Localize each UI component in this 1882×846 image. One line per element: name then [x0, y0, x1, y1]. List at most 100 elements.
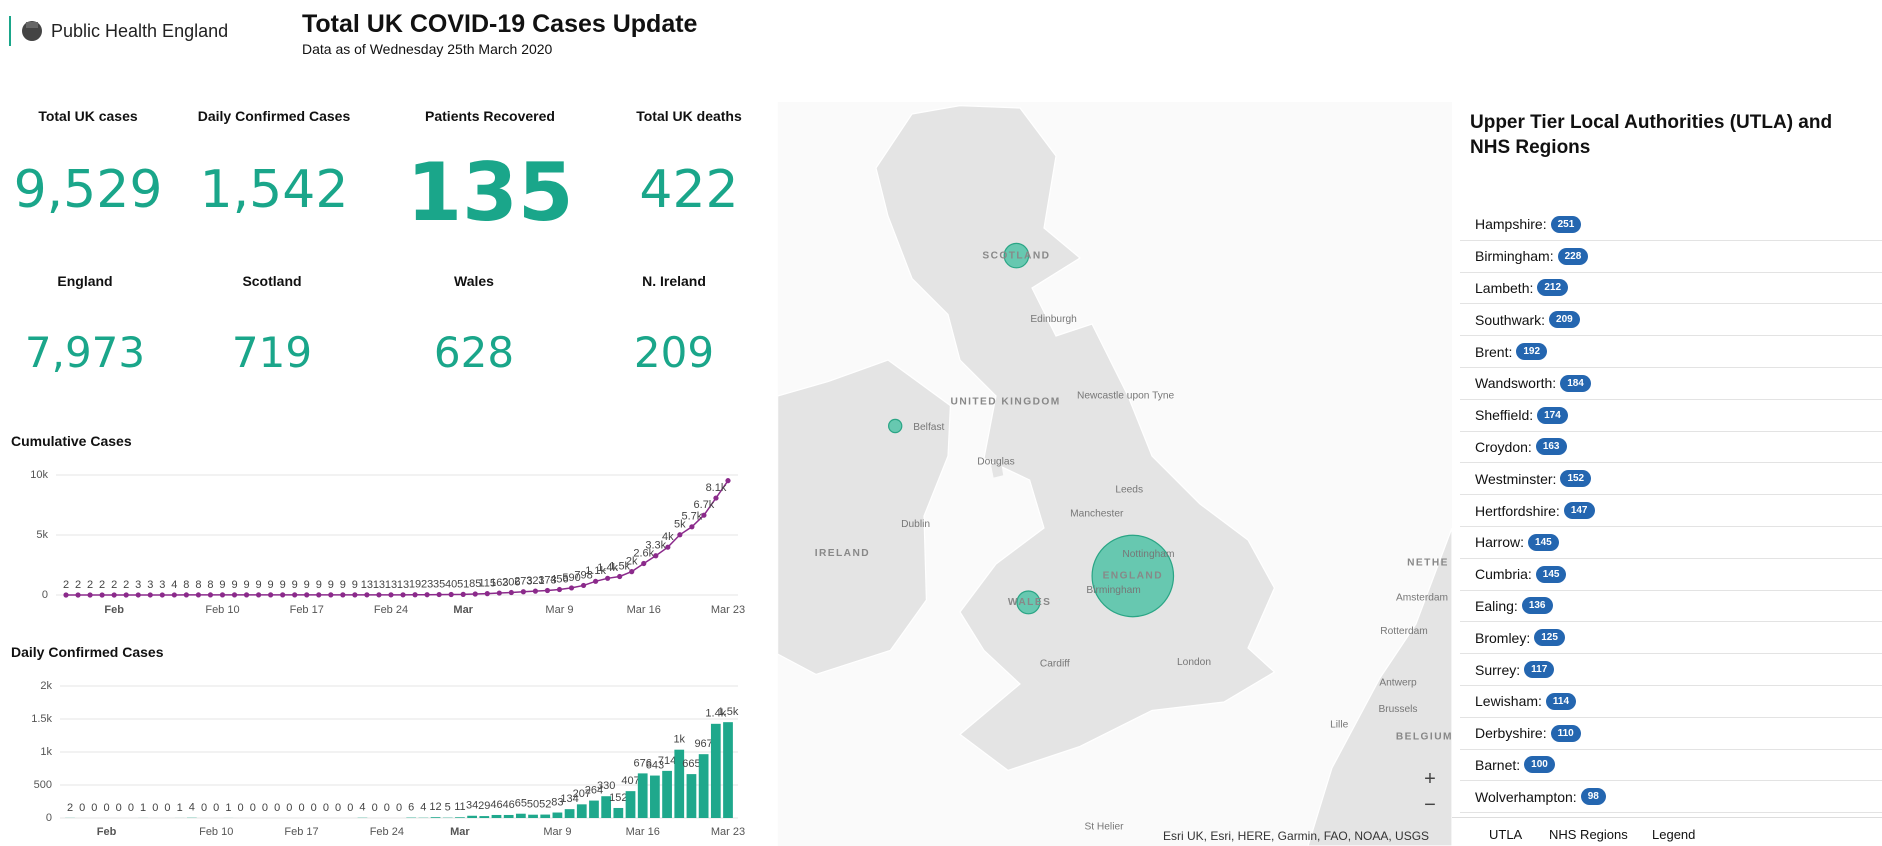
utla-row[interactable]: Southwark: 209	[1460, 304, 1882, 337]
utla-row[interactable]: Bromley: 125	[1460, 622, 1882, 655]
utla-name: Bromley:	[1475, 629, 1531, 646]
value-label: 50	[527, 799, 539, 811]
value-label: 2k	[626, 556, 638, 568]
value-label: 115	[478, 578, 496, 590]
utla-row[interactable]: Cumbria: 145	[1460, 559, 1882, 591]
map-attribution: Esri UK, Esri, HERE, Garmin, FAO, NOAA, …	[1163, 829, 1430, 843]
bar	[564, 809, 575, 818]
y-tick-label: 0	[46, 812, 52, 824]
org-name: Public Health England	[51, 21, 229, 41]
utla-count: 100	[1524, 756, 1555, 774]
point	[713, 495, 719, 501]
value-label: 163	[490, 577, 508, 589]
x-tick-label: Feb 17	[290, 604, 324, 616]
value-label: 9	[231, 579, 237, 591]
map-label: Cardiff	[1040, 658, 1070, 669]
chart-title: Cumulative Cases	[11, 433, 132, 449]
tab[interactable]: UTLA	[1489, 827, 1523, 842]
utla-row[interactable]: Brent: 192	[1460, 336, 1882, 368]
point	[424, 592, 430, 598]
y-tick-label: 500	[34, 779, 52, 791]
value-label: 0	[91, 802, 97, 814]
value-label: 9	[292, 579, 298, 591]
point	[376, 592, 382, 598]
value-label: 6.7k	[694, 499, 715, 511]
utla-row[interactable]: Wolverhampton: 98	[1460, 781, 1882, 814]
utla-count: 209	[1549, 311, 1580, 329]
x-tick-label: Mar 16	[626, 826, 660, 838]
utla-name: Hampshire:	[1475, 216, 1547, 233]
bar	[467, 815, 477, 818]
value-label: 29	[478, 800, 490, 812]
utla-row[interactable]: Lewisham: 114	[1460, 686, 1882, 718]
utla-count: 192	[1516, 343, 1548, 361]
kpi-label: Total UK cases	[38, 108, 138, 124]
land-ireland	[777, 359, 952, 676]
point	[292, 592, 298, 598]
x-tick-label: Mar 16	[627, 604, 661, 616]
point	[556, 586, 563, 593]
tab[interactable]: NHS Regions	[1549, 827, 1628, 842]
utla-count: 147	[1563, 502, 1595, 520]
point	[255, 592, 262, 598]
utla-row[interactable]: Derbyshire: 110	[1460, 718, 1882, 750]
value-label: 85	[469, 578, 481, 590]
map-label: London	[1177, 657, 1211, 668]
point	[617, 573, 623, 580]
zoom-controls[interactable]: + −	[1424, 768, 1436, 816]
utla-row[interactable]: Hampshire: 251	[1460, 209, 1882, 241]
utla-count: 251	[1550, 215, 1582, 233]
value-label: 13	[397, 579, 409, 591]
kpi-value: 135	[406, 146, 574, 239]
utla-row[interactable]: Westminster: 152	[1460, 463, 1882, 496]
value-label: 207	[573, 788, 591, 800]
utla-row[interactable]: Lambeth: 212	[1460, 273, 1882, 305]
utla-row[interactable]: Croydon: 163	[1460, 432, 1882, 464]
utla-row[interactable]: Surrey: 117	[1460, 654, 1882, 686]
utla-name: Westminster:	[1475, 470, 1557, 487]
value-label: 0	[238, 802, 244, 814]
value-label: 1.4k	[597, 562, 618, 574]
region-bubble	[888, 418, 903, 434]
value-label: 8	[183, 579, 189, 591]
point	[243, 592, 250, 598]
bar	[540, 814, 551, 818]
utla-row[interactable]: Birmingham: 228	[1460, 241, 1882, 273]
region-label: Scotland	[242, 273, 302, 289]
y-tick-label: 0	[42, 589, 48, 601]
point	[268, 592, 274, 598]
map-label: Nottingham	[1122, 549, 1174, 560]
value-label: 134	[560, 793, 578, 805]
utla-row[interactable]: Ealing: 136	[1460, 591, 1882, 623]
value-label: 8	[207, 579, 213, 591]
point	[436, 591, 442, 598]
utla-row[interactable]: Wandsworth: 184	[1460, 368, 1882, 400]
bar	[650, 775, 660, 818]
utla-row[interactable]: Sheffield: 174	[1460, 400, 1882, 432]
utla-row[interactable]: Hertfordshire: 147	[1460, 495, 1882, 527]
value-label: 798	[574, 569, 592, 581]
x-tick-label: Mar 23	[711, 604, 745, 616]
value-label: 665	[682, 758, 700, 770]
utla-count: 125	[1534, 629, 1565, 647]
utla-name: Barnet:	[1475, 756, 1521, 773]
bar	[576, 804, 587, 818]
bar	[637, 773, 648, 818]
value-label: 9	[280, 579, 286, 591]
point	[605, 575, 611, 581]
utla-count: 110	[1550, 724, 1581, 742]
point	[593, 578, 599, 584]
utla-row[interactable]: Barnet: 100	[1460, 750, 1882, 782]
value-label: 643	[646, 759, 664, 771]
value-label: 373	[538, 574, 556, 586]
crest-icon	[22, 21, 42, 41]
region-label: England	[57, 273, 113, 289]
value-label: 321	[526, 575, 544, 587]
utla-name: Birmingham:	[1475, 248, 1554, 265]
x-tick-label: Feb 10	[199, 826, 233, 838]
map-label: Rotterdam	[1380, 626, 1428, 637]
utla-row[interactable]: Harrow: 145	[1460, 527, 1882, 559]
value-label: 1.5k	[609, 560, 630, 572]
tab[interactable]: Legend	[1652, 827, 1696, 842]
kpi-label: Daily Confirmed Cases	[197, 108, 351, 124]
